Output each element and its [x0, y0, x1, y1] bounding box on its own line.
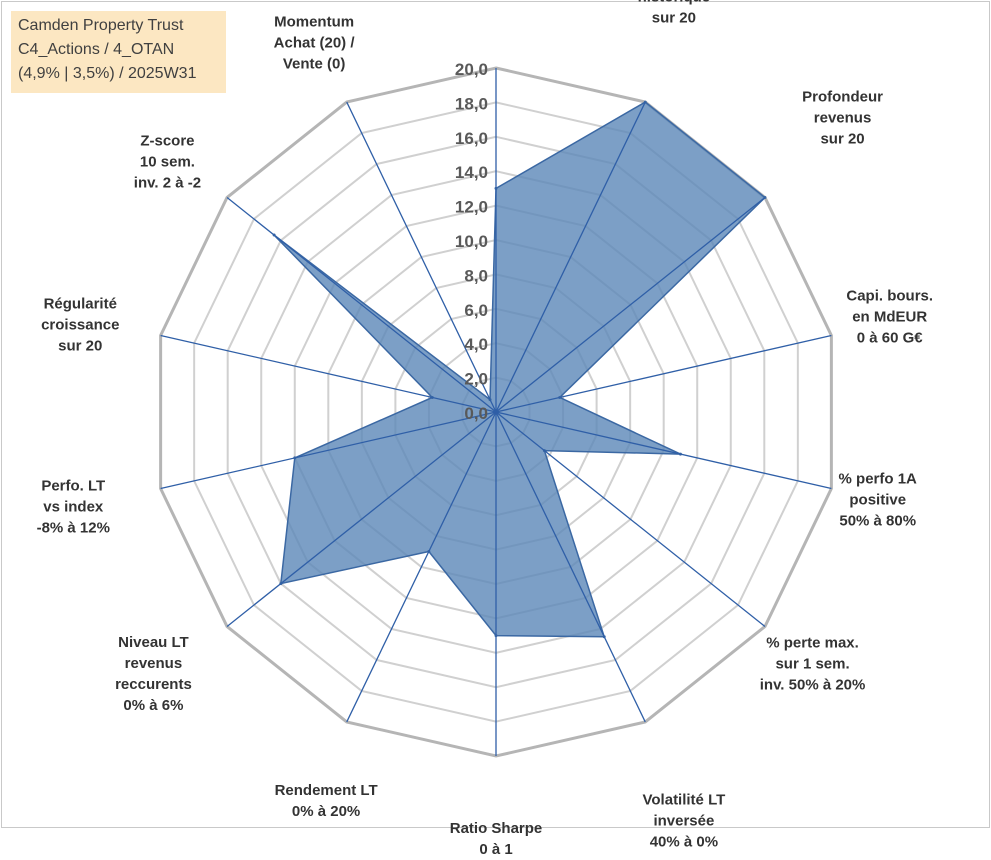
- radar-spokes: [160, 68, 832, 756]
- r-tick-label: 6,0: [464, 301, 488, 320]
- axis-label-line: sur 20: [58, 337, 103, 355]
- axis-label-line: % perte max.: [766, 634, 859, 652]
- axis-spoke: [226, 411, 497, 627]
- radar-series: [272, 100, 767, 639]
- axis-label-line: % perfo 1A: [838, 470, 917, 488]
- axis-label-line: inversée: [653, 812, 715, 830]
- axis-label-line: revenus: [813, 109, 872, 127]
- axis-label: % perfo 1A positive 50% à 80%: [839, 469, 917, 532]
- axis-label-line: positive: [849, 491, 907, 509]
- series-area: [273, 101, 767, 638]
- title-line-period: (4,9% | 3,5%) / 2025W31: [18, 65, 197, 82]
- axis-label: Capi. bours. en MdEUR 0 à 60 G€: [846, 285, 933, 348]
- axis-label-line: -8% à 12%: [36, 519, 110, 537]
- axis-label-line: reccurents: [115, 675, 192, 693]
- axis-label-line: croissance: [41, 316, 120, 334]
- axis-label-line: 40% à 0%: [649, 833, 719, 851]
- r-tick-label: 14,0: [455, 163, 488, 182]
- axis-label-line: Z-score: [140, 132, 195, 150]
- axis-spoke: [226, 197, 497, 413]
- r-tick-label: 18,0: [455, 94, 488, 113]
- axis-label: Niveau LT revenus reccurents 0% à 6%: [115, 632, 192, 716]
- axis-spoke: [346, 101, 497, 413]
- r-tick-label: 20,0: [455, 60, 488, 79]
- axis-label-line: Vente (0): [282, 55, 346, 73]
- axis-spoke: [495, 101, 646, 413]
- r-tick-label: 16,0: [455, 129, 488, 148]
- axis-label: Perfo. LT vs index -8% à 12%: [37, 476, 110, 539]
- axis-label-line: Momentum: [274, 13, 355, 31]
- chart-title-box: Camden Property Trust C4_Actions / 4_OTA…: [11, 11, 226, 93]
- axis-spoke: [495, 197, 766, 413]
- r-tick-label: 8,0: [464, 266, 488, 285]
- radar-chart: 0,0 2,0 4,0 6,0 8,0 10,0 12,0 14,0 16,0 18,0 20,0: [159, 60, 833, 758]
- r-tick-label: 0,0: [464, 404, 488, 423]
- axis-label-line: Achat (20) /: [273, 34, 355, 52]
- axis-label-line: Rendement LT: [274, 782, 378, 800]
- axis-label-line: inv. 2 à -2: [133, 174, 202, 192]
- axis-label: % perte max. sur 1 sem. inv. 50% à 20%: [760, 632, 866, 695]
- axis-label-line: 0% à 20%: [291, 803, 361, 821]
- radar-tick-labels: 0,0 2,0 4,0 6,0 8,0 10,0 12,0 14,0 16,0 18,0 20,0: [455, 60, 488, 423]
- r-tick-label: 2,0: [464, 370, 488, 389]
- axis-spoke: [495, 334, 832, 413]
- axis-label-line: sur 20: [651, 9, 696, 27]
- axis-label-line: en MdEUR: [852, 308, 928, 326]
- axis-label-line: inv. 50% à 20%: [759, 676, 866, 694]
- axis-spoke: [160, 411, 497, 490]
- axis-spoke: [346, 411, 497, 723]
- axis-label-line: 50% à 80%: [839, 512, 917, 530]
- axis-label: Profondeur revenus sur 20: [802, 87, 883, 150]
- axis-label-line: historique: [633, 0, 714, 7]
- axis-label-line: Niveau LT: [118, 633, 189, 651]
- axis-label: Ratio Sharpe 0 à 1: [450, 818, 543, 860]
- axis-label-line: vs index: [43, 498, 104, 516]
- r-tick-label: 4,0: [464, 335, 488, 354]
- axis-spoke: [495, 411, 646, 723]
- r-tick-label: 10,0: [455, 232, 488, 251]
- axis-label-line: 0% à 6%: [123, 696, 184, 714]
- title-line-category: C4_Actions / 4_OTAN: [18, 41, 175, 58]
- axis-label: Momentum Achat (20) / Vente (0): [274, 11, 355, 74]
- axis-spoke: [160, 334, 497, 413]
- title-line-company: Camden Property Trust: [18, 17, 184, 34]
- axis-label: Rendement LT 0% à 20%: [275, 780, 378, 822]
- axis-label: Z-score 10 sem. inv. 2 à -2: [134, 131, 201, 194]
- axis-label-line: sur 20: [820, 130, 865, 148]
- axis-label-line: 10 sem.: [139, 153, 195, 171]
- axis-spoke: [495, 411, 832, 490]
- axis-label-line: Capi. bours.: [846, 287, 934, 305]
- axis-label-line: Régularité: [43, 295, 117, 313]
- axis-label-line: sur 1 sem.: [775, 655, 850, 673]
- axis-label: Volatilité LT inversée 40% à 0%: [643, 790, 726, 853]
- axis-label-line: revenus: [124, 654, 183, 672]
- axis-spoke: [495, 411, 766, 627]
- axis-label-line: Perfo. LT: [41, 477, 106, 495]
- axis-label-line: Profondeur: [802, 88, 883, 106]
- axis-label-line: 0 à 60 G€: [856, 329, 923, 347]
- axis-label-line: Volatilité LT: [642, 791, 726, 809]
- axis-label: Régularité croissance sur 20: [41, 293, 119, 356]
- axis-label: Profondeurhistoriquesur 20: [633, 0, 714, 28]
- r-tick-label: 12,0: [455, 198, 488, 217]
- axis-label-line: 0 à 1: [479, 841, 513, 858]
